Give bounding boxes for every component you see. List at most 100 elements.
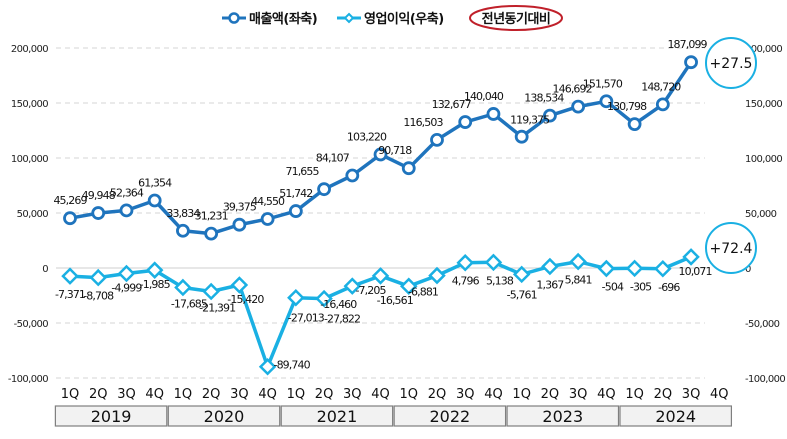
sales-point [684, 55, 698, 70]
yoy-annotation-sales: +27.5 [705, 37, 757, 89]
yoy-value-sales: +27.5 [710, 56, 753, 72]
year-tick-label: 2019 [91, 407, 132, 426]
sales-point [514, 129, 529, 144]
operating-profit-point [258, 357, 277, 376]
right-axis-ticks: 200,000 150,000 100,000 50,000 0 -50,000 -100,… [745, 44, 786, 385]
yoy-circle-sales [705, 37, 757, 89]
operating-profit-data-label: 5,138 [486, 274, 514, 287]
operating-profit-data-label: -1,985 [140, 278, 171, 291]
legend-item-operating-profit[interactable]: 영업이익(우축) [337, 11, 444, 27]
sales-data-label: 103,220 [347, 130, 387, 143]
year-tick-label: 2022 [429, 407, 470, 426]
series-markers [61, 55, 700, 376]
sales-data-label: 146,692 [553, 83, 592, 96]
operating-profit-data-label: -4,999 [111, 281, 142, 294]
operating-profit-data-label: -27,822 [324, 313, 360, 326]
year-tick-label: 2021 [317, 407, 358, 426]
operating-profit-point [399, 277, 418, 295]
operating-profit-data-label: 10,071 [679, 265, 712, 278]
sales-data-label: 132,677 [432, 98, 472, 111]
year-group-box [619, 405, 733, 427]
legend-diamond-marker-icon [343, 12, 355, 24]
legend-item-sales[interactable]: 매출액(좌축) [222, 11, 318, 27]
operating-profit-data-label: -7,371 [55, 288, 85, 301]
operating-profit-point [654, 259, 672, 278]
sales-point [91, 206, 106, 220]
quarter-tick-label: 1Q [625, 387, 644, 402]
right-tick-label: -100,000 [745, 374, 785, 385]
operating-profit-point [343, 277, 362, 295]
operating-profit-point [428, 266, 446, 285]
sales-point [345, 168, 360, 183]
sales-data-label: 71,655 [286, 165, 320, 178]
quarter-tick-label: 2Q [541, 387, 560, 402]
sales-point [543, 108, 557, 123]
year-group-box [167, 405, 281, 427]
right-tick-label: -50,000 [745, 319, 780, 330]
operating-profit-point [541, 257, 559, 276]
year-tick-label: 2024 [655, 407, 696, 426]
quarter-tick-label: 4Q [258, 387, 277, 402]
operating-profit-data-label: -504 [602, 281, 624, 294]
x-axis: 1Q 2Q 3Q 4Q 1Q 2Q 3Q 4Q 1Q 2Q 3Q 4Q 1Q 2Q 3Q 4Q 1Q 2Q 3Q 4Q… [54, 387, 733, 427]
sales-data-label: 119,375 [510, 114, 550, 127]
sales-point [63, 211, 77, 226]
sales-data-label: 61,354 [138, 177, 172, 190]
left-tick-label: -50,000 [14, 319, 49, 330]
sales-point [232, 217, 247, 232]
operating-profit-data-label: -305 [630, 280, 652, 293]
quarter-tick-label: 1Q [61, 387, 80, 402]
sales-point [599, 94, 614, 109]
sales-point [204, 226, 219, 241]
sales-data-label: 187,099 [667, 38, 707, 51]
quarter-tick-label: 2Q [654, 387, 673, 402]
quarter-tick-label: 3Q [456, 387, 475, 402]
sales-point [486, 107, 501, 121]
right-tick-label: 200,000 [745, 44, 782, 55]
left-tick-label: 100,000 [11, 154, 48, 165]
year-tick-label: 2023 [542, 407, 583, 426]
sales-point [260, 212, 275, 226]
sales-point [317, 182, 331, 197]
quarter-tick-label: 3Q [230, 387, 249, 402]
right-tick-label: 100,000 [745, 154, 782, 165]
operating-profit-data-label: -17,685 [171, 297, 208, 310]
operating-profit-point [569, 252, 587, 271]
operating-profit-point [625, 259, 644, 278]
legend: 매출액(좌축) 영업이익(우축) 전년동기대비 [222, 5, 563, 31]
operating-profit-point [117, 264, 136, 283]
quarter-tick-label: 2Q [315, 387, 334, 402]
sales-point [655, 97, 670, 112]
sales-point [288, 204, 303, 218]
yoy-circle-operating-profit [705, 222, 757, 274]
operating-profit-data-label: -8,708 [83, 290, 114, 303]
right-tick-label: 50,000 [745, 209, 777, 220]
sales-data-label: 44,550 [251, 195, 285, 208]
operating-profit-data-label: -7,205 [355, 284, 386, 297]
left-tick-label: 0 [42, 264, 48, 275]
sales-data-label: 39,375 [223, 201, 257, 214]
operating-profit-data-label: -21,391 [199, 302, 235, 315]
operating-profit-point [484, 253, 503, 272]
right-tick-label: 0 [745, 264, 751, 275]
sales-data-label: 116,503 [403, 116, 443, 129]
sales-point [627, 117, 642, 132]
sales-data-label: 51,742 [279, 187, 312, 200]
operating-profit-point [202, 282, 220, 301]
quarter-tick-label: 4Q [371, 387, 390, 402]
quarter-tick-label: 3Q [682, 387, 701, 402]
year-group-box [54, 405, 168, 427]
quarter-tick-label: 4Q [710, 387, 729, 402]
sales-point [147, 193, 162, 208]
quarter-tick-label: 3Q [343, 387, 362, 402]
yoy-note: 전년동기대비 [469, 5, 563, 31]
series-lines [69, 61, 693, 369]
quarter-tick-label: 1Q [512, 387, 531, 402]
operating-profit-data-label: -16,460 [320, 298, 357, 311]
sales-point [401, 161, 416, 176]
operating-profit-data-label: -696 [658, 281, 680, 294]
quarter-tick-label: 3Q [569, 387, 588, 402]
yoy-annotation-operating-profit: +72.4 [705, 222, 757, 274]
year-tick-label: 2020 [204, 407, 245, 426]
